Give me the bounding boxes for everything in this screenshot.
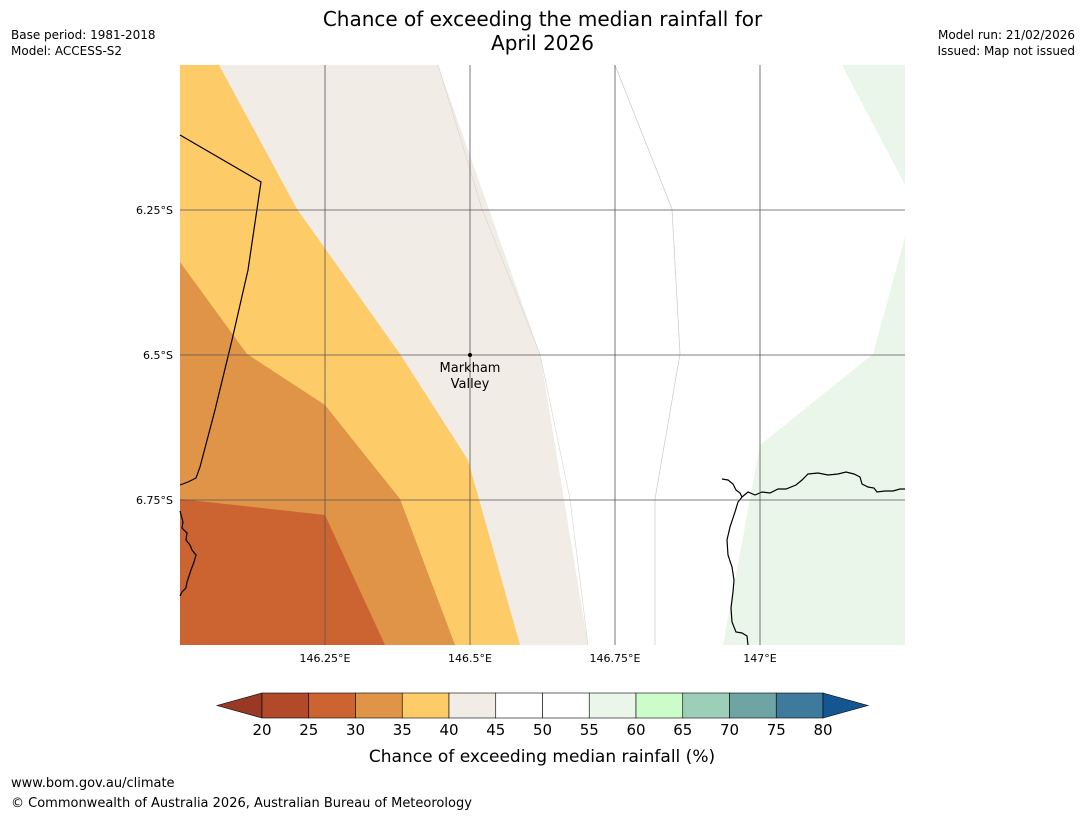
place-marker-markham-valley: Markham Valley — [440, 353, 501, 392]
map-title-line1: Chance of exceeding the median rainfall … — [322, 7, 763, 31]
colorbar-tick-40: 40 — [439, 721, 458, 739]
place-dot — [468, 353, 472, 357]
colorbar-below-20-arrow — [215, 692, 263, 719]
place-label-line2: Valley — [451, 377, 490, 392]
colorbar-segment-0 — [261, 692, 310, 719]
colorbar-label: Chance of exceeding median rainfall (%) — [369, 747, 715, 767]
colorbar-segments — [261, 692, 824, 719]
footer-site-link[interactable]: www.bom.gov.au/climate — [11, 776, 175, 791]
colorbar-segment-5 — [495, 692, 543, 719]
map-panel: Markham Valley 6.25°S 6.5°S 6.75°S 146.25°… — [136, 64, 905, 665]
zone-55-60-southeast — [723, 237, 905, 645]
lon-label-3: 147°E — [743, 652, 776, 665]
zone-25-30 — [180, 499, 385, 645]
colorbar-tick-35: 35 — [393, 721, 412, 739]
graticule — [180, 65, 905, 645]
colorbar-tick-70: 70 — [720, 721, 739, 739]
lon-label-0: 146.25°E — [300, 652, 351, 665]
map-title: Chance of exceeding the median rainfall … — [0, 7, 1085, 55]
meta-right: Model run: 21/02/2026 Issued: Map not is… — [937, 27, 1075, 59]
colorbar-segment-3 — [401, 692, 450, 719]
longitude-labels: 146.25°E 146.5°E 146.75°E 147°E — [300, 652, 777, 665]
colorbar-tick-30: 30 — [346, 721, 365, 739]
huon-gulf-coast — [721, 478, 749, 646]
lon-label-1: 146.5°E — [448, 652, 492, 665]
latitude-labels: 6.25°S 6.5°S 6.75°S — [136, 204, 173, 507]
colorbar: 20 25 30 35 40 45 50 55 60 65 70 75 80 Chance of exc… — [215, 692, 870, 767]
lat-label-1: 6.5°S — [143, 349, 173, 362]
border-line — [179, 134, 262, 486]
colorbar-segment-4 — [448, 692, 497, 719]
map-title-line2: April 2026 — [491, 31, 594, 55]
colorbar-segment-11 — [775, 692, 824, 719]
issued-status: Issued: Map not issued — [937, 44, 1075, 58]
base-period: Base period: 1981-2018 — [11, 28, 156, 42]
model-run: Model run: 21/02/2026 — [937, 28, 1075, 42]
colorbar-tick-65: 65 — [673, 721, 692, 739]
zone-55-60-east — [842, 65, 905, 185]
colorbar-tick-45: 45 — [486, 721, 505, 739]
lon-label-2: 146.75°E — [590, 652, 641, 665]
colorbar-tick-labels: 20 25 30 35 40 45 50 55 60 65 70 75 80 — [252, 721, 832, 739]
colorbar-above-80-arrow — [822, 692, 870, 719]
colorbar-tick-20: 20 — [252, 721, 271, 739]
contour-40-45 — [437, 64, 589, 646]
place-label-line1: Markham — [440, 361, 501, 376]
colorbar-segment-9 — [682, 692, 730, 719]
coastlines — [179, 134, 905, 646]
colorbar-segment-1 — [308, 692, 356, 719]
colorbar-segment-10 — [729, 692, 777, 719]
colorbar-tick-25: 25 — [299, 721, 318, 739]
meta-left: Base period: 1981-2018 Model: ACCESS-S2 — [11, 27, 156, 59]
lat-label-0: 6.25°S — [136, 204, 173, 217]
colorbar-tick-75: 75 — [767, 721, 786, 739]
contour-45-55 — [614, 64, 681, 645]
colorbar-tick-60: 60 — [626, 721, 645, 739]
lat-label-2: 6.75°S — [136, 494, 173, 507]
colorbar-tick-50: 50 — [533, 721, 552, 739]
colorbar-segment-2 — [355, 692, 403, 719]
colorbar-tick-55: 55 — [580, 721, 599, 739]
colorbar-segment-7 — [588, 692, 637, 719]
model-name: Model: ACCESS-S2 — [11, 44, 123, 58]
west-coast — [179, 510, 197, 597]
colorbar-segment-8 — [635, 692, 684, 719]
north-coast — [741, 471, 905, 498]
footer-copyright: © Commonwealth of Australia 2026, Austra… — [11, 796, 472, 811]
colorbar-tick-80: 80 — [813, 721, 832, 739]
colorbar-segment-6 — [542, 692, 590, 719]
